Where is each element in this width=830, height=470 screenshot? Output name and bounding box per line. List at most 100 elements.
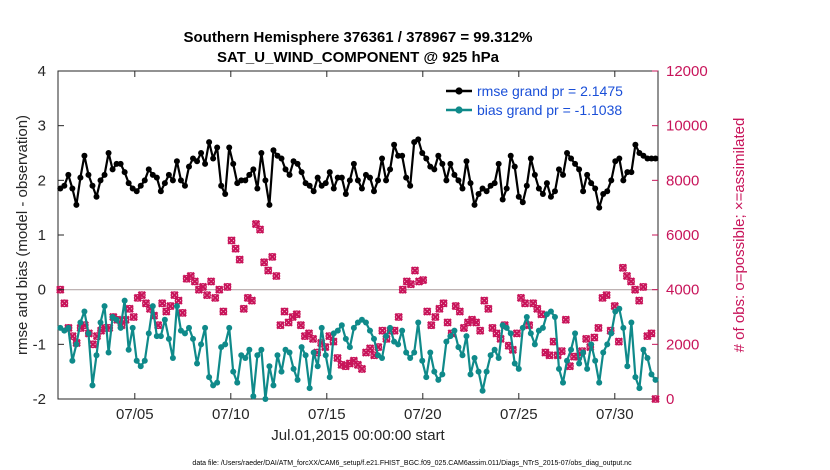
bias-point (181, 330, 188, 337)
bias-point (362, 319, 369, 326)
rmse-point (222, 191, 229, 197)
bias-point (113, 316, 120, 323)
rmse-point (543, 180, 550, 187)
rmse-point (531, 171, 538, 178)
rmse-point (560, 171, 567, 178)
obs-assimilated-point (276, 321, 285, 330)
rmse-point (471, 201, 478, 208)
obs-possible-point (137, 291, 146, 300)
bias-point (515, 365, 522, 372)
obs-possible-point (602, 291, 611, 300)
bias-point (471, 355, 478, 361)
bias-point (547, 308, 554, 315)
bias-point (640, 346, 647, 353)
obs-assimilated-point (439, 299, 448, 308)
bias-point (270, 382, 277, 389)
obs-possible-point (647, 329, 656, 338)
rmse-point (616, 155, 623, 162)
obs-assimilated-point (235, 255, 244, 264)
obs-possible-point (223, 283, 232, 291)
bias-point (580, 349, 587, 356)
bias-point (278, 368, 285, 375)
rmse-point (206, 139, 213, 146)
obs-possible-point (207, 277, 216, 286)
legend-bias-marker (455, 106, 463, 114)
rmse-point (310, 188, 317, 195)
bias-point (137, 363, 144, 370)
rmse-point (282, 166, 289, 173)
obs-possible-point (178, 308, 187, 317)
obs-assimilated-point (333, 353, 342, 363)
rmse-point (338, 174, 345, 181)
rmse-point (564, 150, 571, 156)
y-tick-label: 0 (38, 282, 46, 299)
bias-point (274, 352, 281, 359)
right-tick-label: 6000 (666, 227, 699, 244)
bias-point (93, 352, 100, 359)
bias-point (568, 346, 575, 353)
bias-point (121, 297, 128, 304)
rmse-point (346, 177, 353, 184)
bias-point (97, 319, 104, 326)
obs-assimilated-point (443, 318, 452, 327)
rmse-point (153, 174, 160, 181)
rmse-point (539, 191, 546, 197)
obs-possible-point (623, 272, 631, 280)
bias-point (531, 341, 538, 348)
obs-possible-point (451, 302, 460, 310)
obs-possible-point (590, 333, 599, 342)
bias-point (294, 376, 301, 383)
obs-assimilated-point (272, 271, 281, 281)
obs-possible-point (398, 285, 407, 294)
bias-point (491, 346, 498, 353)
obs-possible-point (582, 334, 591, 343)
bias-point (555, 365, 562, 372)
rmse-point (519, 199, 526, 206)
bias-point (551, 314, 558, 320)
obs-possible-point (443, 318, 452, 327)
right-tick-label: 4000 (666, 282, 699, 299)
bias-point (125, 346, 132, 353)
bias-point (523, 314, 530, 320)
obs-possible-point (439, 299, 448, 308)
obs-possible-point (280, 307, 289, 316)
bias-point (258, 346, 265, 353)
y-tick-label: 2 (38, 172, 46, 189)
rmse-point (584, 171, 591, 178)
rmse-point (572, 160, 579, 167)
obs-assimilated-point (630, 285, 640, 294)
rmse-point (652, 155, 659, 162)
rmse-point (443, 177, 450, 184)
rmse-point (137, 182, 144, 189)
rmse-point (435, 152, 442, 159)
rmse-point (463, 158, 470, 165)
legend-rmse-marker (455, 87, 463, 95)
bias-point (431, 368, 438, 375)
obs-possible-point (248, 296, 256, 305)
rmse-point (97, 177, 104, 184)
obs-assimilated-point (239, 304, 248, 313)
bias-point (190, 335, 197, 342)
rmse-point (89, 182, 96, 189)
rmse-point (423, 155, 430, 162)
rmse-point (169, 177, 176, 184)
bias-point (648, 371, 655, 378)
obs-assimilated-point (537, 310, 546, 319)
obs-possible-point (427, 321, 436, 330)
bias-point (608, 330, 615, 337)
rmse-point (527, 155, 534, 162)
bias-point (338, 322, 345, 329)
rmse-point (568, 155, 575, 162)
bias-point (230, 368, 237, 375)
bias-point (507, 330, 514, 337)
obs-possible-point (186, 272, 195, 280)
rmse-point (246, 171, 253, 178)
rmse-point (258, 150, 265, 156)
obs-possible-point (521, 299, 529, 308)
obs-assimilated-point (602, 290, 611, 300)
bias-point (302, 352, 309, 359)
rmse-point (101, 171, 108, 178)
rmse-point (467, 180, 474, 187)
rmse-point (157, 188, 164, 195)
